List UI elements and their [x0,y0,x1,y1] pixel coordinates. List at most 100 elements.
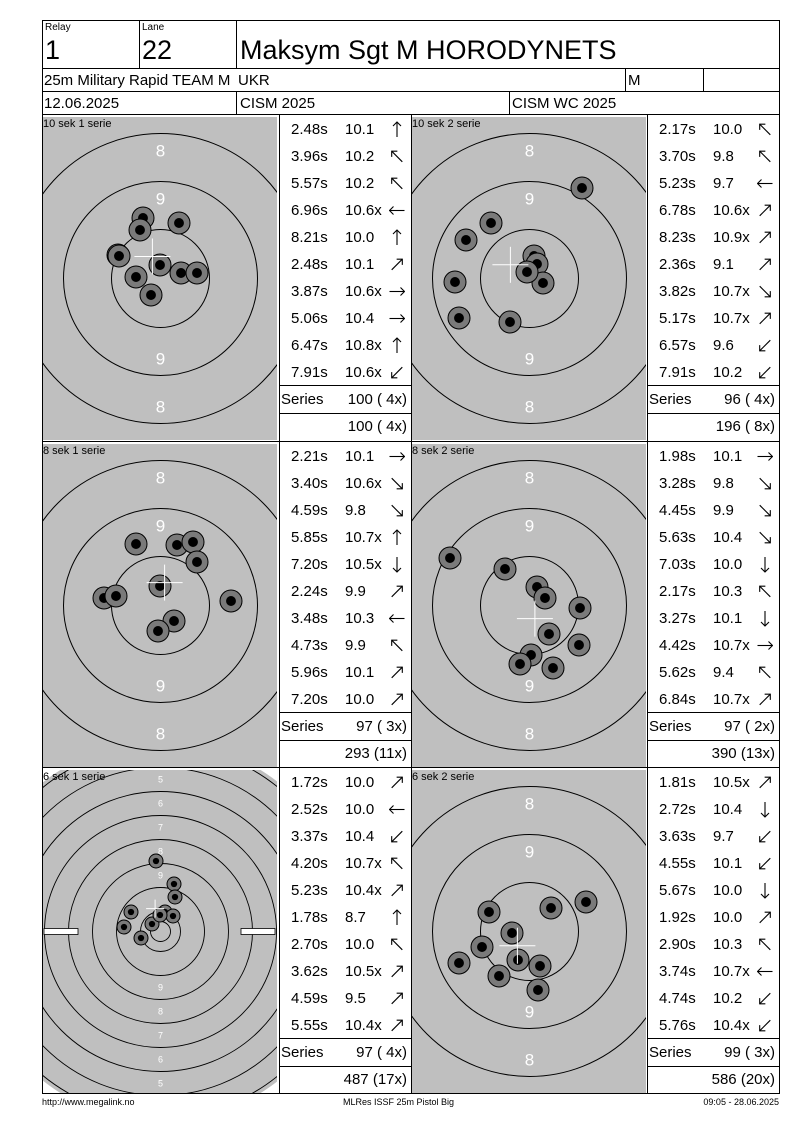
shot-hole [500,921,524,945]
shot-row: 5.85s 10.7x [279,524,411,551]
shot-hole [148,253,172,277]
shot-hole [116,919,132,935]
cumulative-total-value: 293 (11x) [344,745,407,762]
shot-hole [479,211,503,235]
shot-score: 10.3 [345,610,375,627]
shot-time: 5.96s [291,664,328,681]
shot-row: 8.21s 10.0 [279,224,411,251]
series-total-value: 97 ( 4x) [356,1044,407,1061]
shot-time: 3.87s [291,283,328,300]
cumulative-total-row: 487 (17x) [279,1066,411,1093]
grid-line [236,91,237,114]
direction-arrow-icon [757,931,773,958]
ring-8 [42,133,277,424]
score-column: 2.48s 10.1 3.96s 10.2 5.57s 10.2 6.96s 10.6x 8.2… [279,116,411,441]
series-total-row: Series 100 ( 4x) [279,386,411,413]
shot-row: 5.17s 10.7x [647,305,779,332]
target-svg: 8 9 9 8 [411,786,646,1077]
series-total-row: Series 99 ( 3x) [647,1039,779,1066]
shot-score: 10.1 [713,855,743,872]
footer-url[interactable]: http://www.megalink.no [42,1097,135,1107]
ring-number: 9 [525,517,534,536]
shot-score: 10.0 [345,774,375,791]
precision-ring [42,791,277,1072]
shot-time: 6.57s [659,337,696,354]
shot-time: 3.40s [291,475,328,492]
direction-arrow-icon [757,632,774,659]
ring-number: 9 [525,843,534,862]
shot-score: 9.9 [713,502,734,519]
shot-row: 2.21s 10.1 [279,443,411,470]
shot-time: 5.76s [659,1017,696,1034]
series-total-value: 97 ( 2x) [724,718,775,735]
direction-arrow-icon [756,958,773,985]
shot-time: 3.82s [659,283,696,300]
direction-arrow-icon [389,224,405,251]
ring-number: 7 [158,1031,163,1041]
shot-row: 3.82s 10.7x [647,278,779,305]
shot-time: 5.57s [291,175,328,192]
series-total-row: Series 96 ( 4x) [647,386,779,413]
shot-row: 5.67s 10.0 [647,877,779,904]
shot-time: 3.70s [659,148,696,165]
side-marker [43,928,79,935]
shot-hole [568,596,592,620]
shot-hole [167,211,191,235]
shot-row: 1.78s 8.7 [279,904,411,931]
cumulative-total-row: 196 ( 8x) [647,413,779,440]
shot-score: 10.0 [345,936,375,953]
shot-row: 3.28s 9.8 [647,470,779,497]
ring-9 [432,834,627,1029]
direction-arrow-icon [757,605,773,632]
shot-score: 10.5x [345,556,382,573]
grid-line [139,20,140,68]
shot-time: 2.24s [291,583,328,600]
shot-row: 1.72s 10.0 [279,769,411,796]
shot-time: 5.17s [659,310,696,327]
direction-arrow-icon [757,332,773,359]
ring-number: 8 [156,142,165,161]
shot-score: 9.1 [713,256,734,273]
direction-arrow-icon [757,116,773,143]
direction-arrow-icon [389,632,405,659]
target-svg: 8 9 9 8 [411,133,646,424]
footer-software: MLRes ISSF 25m Pistol Big [343,1097,455,1107]
shot-time: 3.74s [659,963,696,980]
shot-time: 1.72s [291,774,328,791]
ring-number: 8 [525,398,534,417]
date: 12.06.2025 [44,95,120,112]
shot-row: 1.98s 10.1 [647,443,779,470]
shot-hole [124,265,148,289]
shot-hole [107,244,131,268]
shot-hole [477,900,501,924]
direction-arrow-icon [389,958,405,985]
ring-number: 8 [525,142,534,161]
direction-arrow-icon [757,524,773,551]
shot-row: 2.17s 10.3 [647,578,779,605]
shot-score: 10.6x [345,475,382,492]
grid-line [411,114,412,1093]
shot-row: 3.87s 10.6x [279,278,411,305]
series-total-row: Series 97 ( 2x) [647,713,779,740]
shot-hole [148,853,164,869]
ring-number: 9 [158,983,163,993]
grid-line [779,20,780,1094]
target-panel: 8 9 9 8 10 sek 2 serie [411,117,646,440]
shot-hole [219,589,243,613]
score-column: 1.98s 10.1 3.28s 9.8 4.45s 9.9 5.63s 10.4 7.03s 1… [647,443,779,768]
grid-line [647,1066,779,1067]
shot-hole [574,890,598,914]
shot-score: 10.4x [345,882,382,899]
score-column: 2.21s 10.1 3.40s 10.6x 4.59s 9.8 5.85s 10.7x 7.2… [279,443,411,768]
shot-time: 5.85s [291,529,328,546]
shot-hole [124,532,148,556]
direction-arrow-icon [389,769,405,796]
grid-line [42,441,779,442]
ring-10 [111,229,210,328]
championship: CISM WC 2025 [512,95,617,112]
grid-line [236,20,237,68]
direction-arrow-icon [389,686,405,713]
shot-score: 10.6x [345,202,382,219]
shot-time: 5.62s [659,664,696,681]
score-column: 1.72s 10.0 2.52s 10.0 3.37s 10.4 4.20s 10.7x 5.2… [279,769,411,1094]
